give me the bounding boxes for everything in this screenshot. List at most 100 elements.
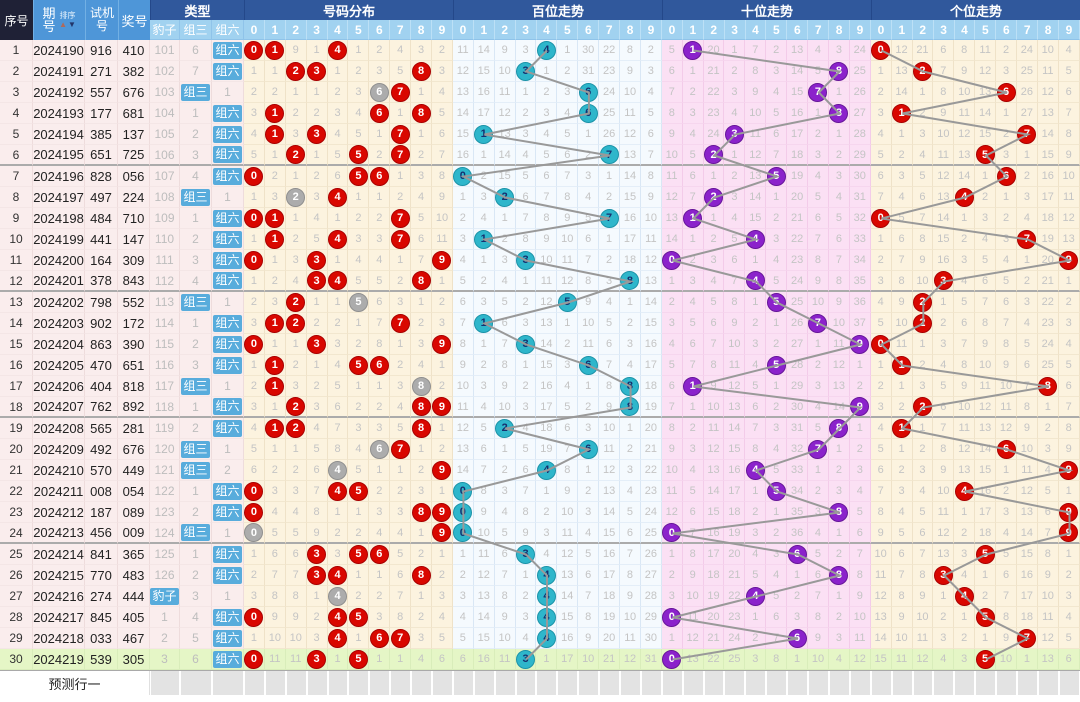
trend-cell: 12 (557, 544, 579, 565)
table-row: 5 2024194 385 137 105 2 组六 4 1 3 3 4 5 1 7 1 6 15 1 13 3 4 5 1 2… (0, 124, 1080, 145)
type-cell: 7 (180, 61, 212, 82)
trend-cell: 7 (808, 313, 829, 334)
type-cell: 组六 (212, 607, 244, 628)
tens-circle: 4 (745, 229, 765, 249)
seq-cell: 25 (0, 544, 33, 565)
trend-cell: 3 (766, 61, 788, 82)
trend-cell: 3 (954, 544, 976, 565)
section-bai: 百位走势 0 1 2 3 4 5 6 7 8 9 (453, 0, 662, 40)
type-chip: 组六 (213, 146, 242, 163)
trend-cell: 5 (808, 544, 829, 565)
sort-asc-icon[interactable]: ▲ (59, 20, 67, 29)
trend-cell: 7 (849, 544, 871, 565)
trend-cell: 20 (724, 544, 746, 565)
trend-cell: 2 (473, 271, 495, 292)
trend-cell: 5 (578, 544, 600, 565)
trend-cell: 9 (452, 355, 474, 376)
trend-cell: 11 (620, 628, 641, 649)
trend-cell: 5 (745, 565, 767, 586)
trend-cell: 8 (557, 460, 579, 481)
trend-cell: 10 (661, 145, 683, 166)
trend-cell: 4 (891, 502, 913, 523)
test-number-cell: 770 (85, 565, 118, 586)
trend-cell: 1 (933, 586, 955, 607)
section-title-bai: 百位走势 (453, 0, 662, 20)
prize-circle-red: 6 (369, 355, 389, 375)
trend-cell: 8 (808, 250, 829, 271)
trend-cell: 24 (787, 271, 809, 292)
trend-cell: 10 (285, 628, 307, 649)
type-cell: 2 (180, 502, 212, 523)
trend-cell: 4 (390, 397, 412, 418)
trend-cell: 8 (411, 502, 433, 523)
trend-cell: 14 (452, 103, 474, 124)
trend-cell: 2 (306, 607, 328, 628)
trend-cell: 15 (620, 187, 641, 208)
trend-cell: 3 (306, 124, 328, 145)
type-chip: 组六 (213, 167, 242, 185)
trend-cell: 1 (682, 61, 704, 82)
trend-cell: 6 (891, 229, 913, 250)
col-header-prize: 奖号 (118, 0, 150, 40)
trend-cell: 8 (473, 481, 495, 502)
sort-control[interactable]: 排序 ▲ ▼ (58, 11, 78, 29)
trend-cell: 2 (912, 292, 934, 313)
prize-circle-red: 2 (286, 313, 306, 333)
trend-cell: 1 (578, 124, 600, 145)
trend-cell: 5 (766, 586, 788, 607)
type-cell: 组六 (212, 355, 244, 376)
trend-cell: 8 (578, 271, 600, 292)
prize-circle-red: 0 (244, 649, 264, 669)
trend-cell: 6 (724, 250, 746, 271)
trend-cell: 6 (244, 460, 265, 481)
trend-cell: 18 (703, 565, 725, 586)
seq-cell: 5 (0, 124, 33, 145)
trend-cell: 13 (1016, 502, 1038, 523)
trend-cell: 5 (306, 439, 328, 460)
trend-cell: 2 (452, 565, 474, 586)
trend-cell: 22 (599, 40, 621, 61)
trend-cell: 7 (661, 82, 683, 103)
trend-cell: 6 (369, 439, 391, 460)
trend-cell: 4 (703, 271, 725, 292)
trend-cell: 5 (1058, 628, 1080, 649)
trend-cell: 3 (432, 586, 453, 607)
trend-cell: 10 (494, 397, 516, 418)
type-cell: 组六 (212, 649, 244, 670)
prize-circle-red: 7 (390, 208, 410, 228)
sort-desc-icon[interactable]: ▼ (68, 20, 76, 29)
prize-number-cell: 305 (118, 649, 150, 670)
trend-cell: 2 (808, 481, 829, 502)
type-cell: 124 (150, 523, 180, 544)
trend-cell: 2 (432, 376, 453, 397)
trend-cell: 11 (452, 397, 474, 418)
prize-circle-red: 3 (307, 334, 327, 354)
trend-cell: 6 (682, 334, 704, 355)
trend-cell: 8 (411, 376, 433, 397)
trend-cell: 7 (724, 271, 746, 292)
trend-cell: 9 (473, 502, 495, 523)
trend-cell: 1 (348, 40, 370, 61)
hundreds-circle: 3 (516, 250, 536, 270)
trend-cell: 8 (912, 229, 934, 250)
trend-cell: 11 (264, 649, 286, 670)
prediction-cell (452, 671, 474, 695)
type-chip: 组三 (181, 377, 210, 395)
trend-cell: 15 (933, 229, 955, 250)
trend-cell: 4 (599, 292, 621, 313)
trend-cell: 1 (891, 376, 913, 397)
type-cell: 组六 (212, 628, 244, 649)
trend-cell: 11 (578, 334, 600, 355)
trend-cell: 3 (870, 271, 892, 292)
trend-cell: 7 (578, 250, 600, 271)
trend-cell: 5 (766, 271, 788, 292)
type-cell: 110 (150, 229, 180, 250)
tens-circle: 8 (829, 502, 849, 522)
prize-circle-red: 4 (328, 628, 347, 648)
digit-header: 9 (432, 20, 453, 40)
type-cell: 组六 (212, 208, 244, 229)
trend-cell: 5 (327, 376, 349, 397)
trend-cell: 1 (661, 544, 683, 565)
tens-circle: 9 (850, 334, 870, 354)
